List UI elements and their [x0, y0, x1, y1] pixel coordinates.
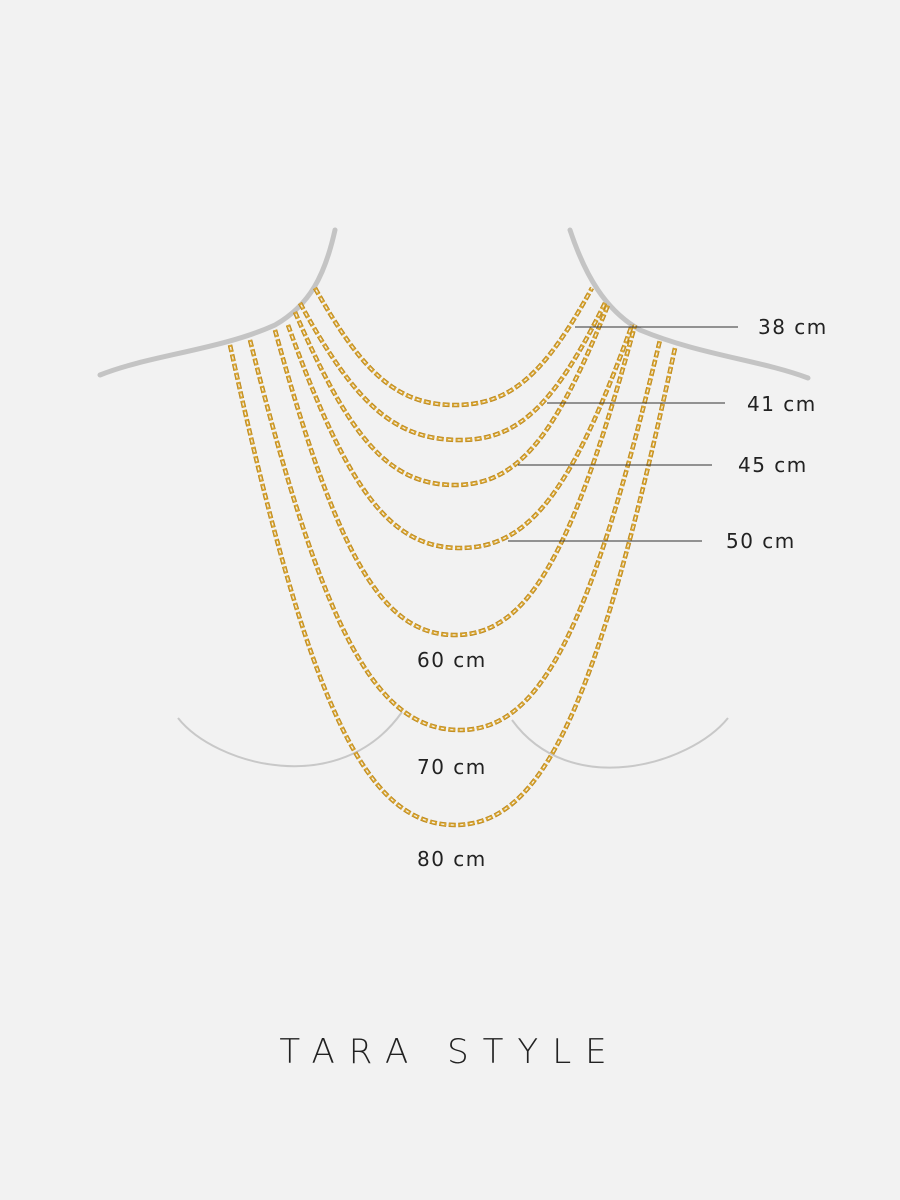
- length-label-45cm: 45 cm: [738, 453, 808, 477]
- chain-50cm: [285, 324, 635, 551]
- length-label-38cm: 38 cm: [758, 315, 828, 339]
- chain-70cm: [247, 339, 663, 733]
- chain-link-stroke: [287, 324, 633, 549]
- brand-title: TARA STYLE: [279, 1032, 621, 1072]
- chain-45cm: [292, 304, 611, 488]
- chain-link-stroke: [249, 339, 661, 731]
- chain-60cm: [272, 324, 638, 638]
- length-label-80cm: 80 cm: [417, 847, 487, 871]
- left-neck-shoulder: [97, 227, 338, 378]
- chain-link-stroke: [274, 324, 636, 636]
- chain-link-stroke: [228, 344, 677, 827]
- chain-link-stroke: [314, 287, 593, 406]
- length-label-70cm: 70 cm: [417, 755, 487, 779]
- chain-link-stroke: [294, 304, 609, 486]
- chain-41cm: [298, 301, 608, 443]
- right-chest-curve: [511, 717, 729, 769]
- chain-link-stroke: [298, 302, 607, 442]
- chain-38cm: [313, 286, 594, 408]
- chain-link-stroke: [298, 301, 608, 443]
- chain-80cm: [227, 344, 678, 828]
- length-label-60cm: 60 cm: [417, 648, 487, 672]
- length-label-41cm: 41 cm: [747, 392, 817, 416]
- length-label-50cm: 50 cm: [726, 529, 796, 553]
- chain-link-stroke: [286, 324, 634, 550]
- body-outline: [97, 227, 811, 381]
- chain-link-stroke: [299, 302, 606, 441]
- chain-link-stroke: [285, 324, 635, 551]
- right-neck-shoulder: [567, 227, 811, 381]
- left-chest-curve: [177, 711, 403, 768]
